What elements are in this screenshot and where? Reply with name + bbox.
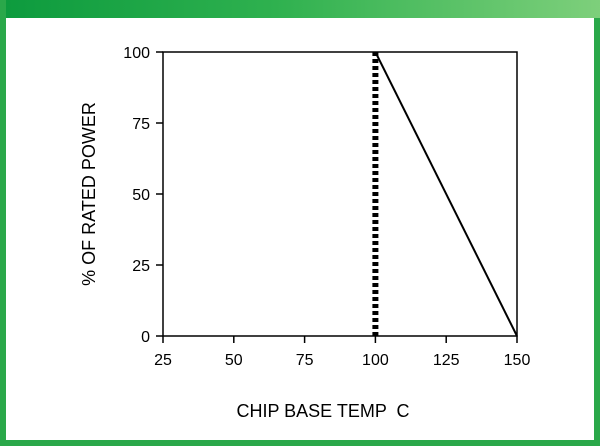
x-axis-title: CHIP BASE TEMP C (236, 401, 409, 421)
x-tick-label: 75 (296, 352, 314, 369)
y-tick-label: 100 (123, 45, 150, 62)
x-tick-label: 125 (433, 352, 460, 369)
x-tick-label: 25 (154, 352, 172, 369)
title-bar (6, 0, 600, 18)
y-tick-label: 0 (141, 329, 150, 346)
y-tick-label: 25 (132, 258, 150, 275)
y-tick-label: 50 (132, 187, 150, 204)
y-tick-label: 75 (132, 116, 150, 133)
x-tick-label: 100 (362, 352, 389, 369)
y-axis-title: % OF RATED POWER (79, 102, 99, 286)
series-derating-line (374, 51, 518, 337)
chart-marks (372, 51, 518, 337)
x-tick-label: 50 (225, 352, 243, 369)
x-tick-label: 150 (504, 352, 531, 369)
plot-border (162, 51, 518, 337)
